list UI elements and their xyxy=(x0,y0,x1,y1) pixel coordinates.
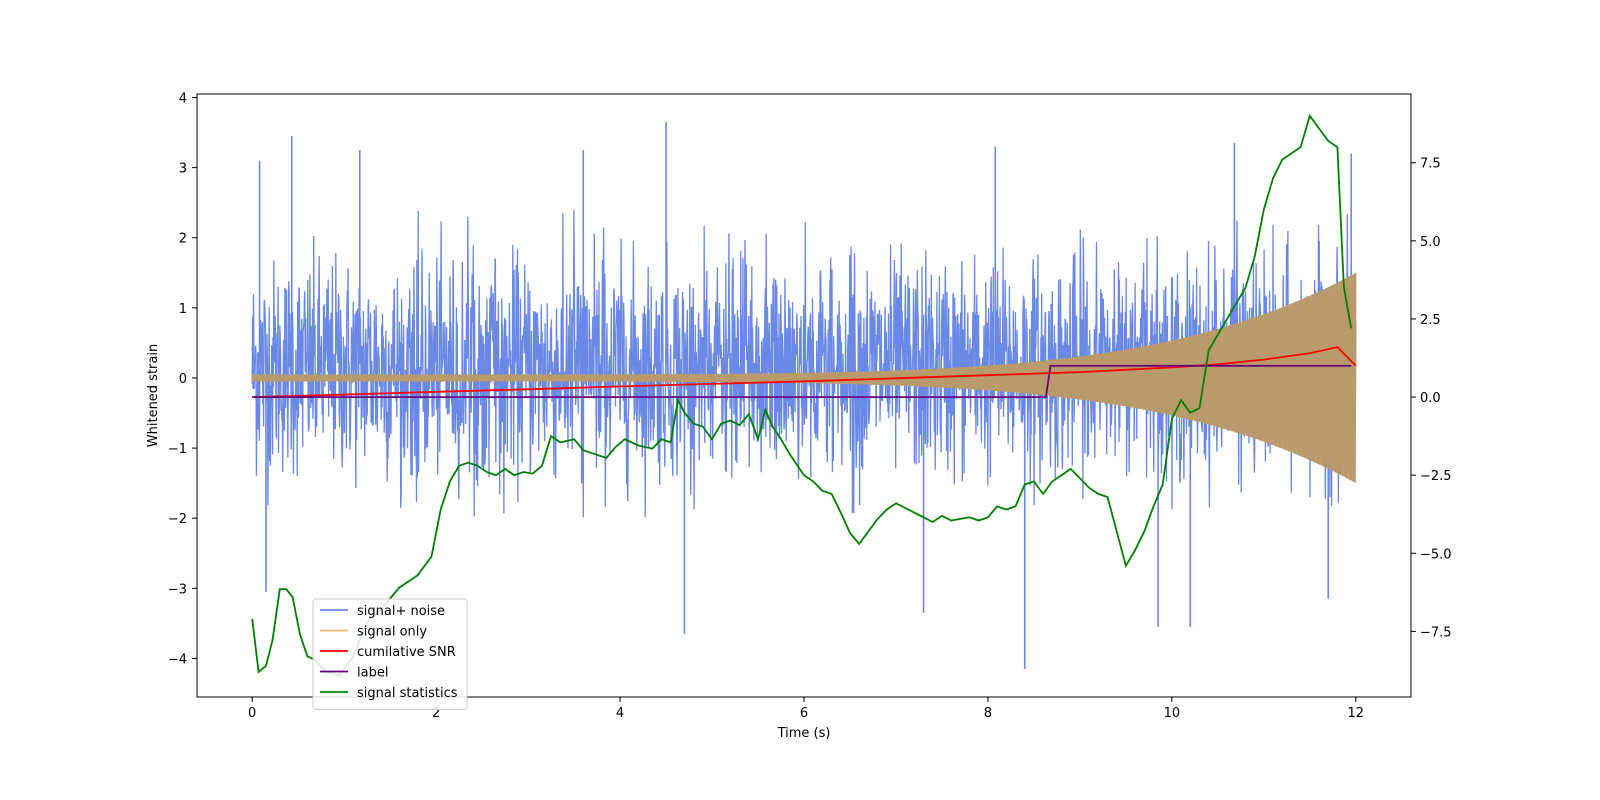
y2-tick-label: 7.5 xyxy=(1420,157,1441,172)
x-tick-label: 2 xyxy=(432,706,440,721)
x-axis-label: Time (s) xyxy=(777,726,831,741)
x-tick-label: 10 xyxy=(1164,706,1181,721)
y-axis-left: 4 3 2 1 0 −1 −2 −3 −4 xyxy=(168,92,197,667)
legend-label: signal only xyxy=(357,625,427,640)
series-line-signal-statistics xyxy=(251,113,1353,677)
legend-label: cumilative SNR xyxy=(357,645,456,660)
legend-box xyxy=(312,598,468,710)
y2-tick-label: −5.0 xyxy=(1420,547,1452,562)
series-line-label xyxy=(252,364,1352,398)
x-tick-label: 12 xyxy=(1348,706,1365,721)
plot-area xyxy=(251,113,1357,677)
x-tick-label: 4 xyxy=(616,706,624,721)
y2-tick-label: 0.0 xyxy=(1420,391,1441,406)
y-axis-right: 7.5 5.0 2.5 0.0 −2.5 −5.0 −7.5 xyxy=(1411,157,1452,640)
y-tick-label: −4 xyxy=(168,652,187,667)
y2-tick-label: 5.0 xyxy=(1420,235,1441,250)
y-tick-label: −3 xyxy=(168,582,187,597)
legend-label: label xyxy=(357,666,388,681)
x-tick-label: 8 xyxy=(984,706,992,721)
y-tick-label: −2 xyxy=(168,512,187,527)
y-axis-label: Whitened strain xyxy=(146,344,161,447)
y-tick-label: 4 xyxy=(179,92,187,107)
legend-label: signal+ noise xyxy=(357,604,445,619)
series-line-signal-only xyxy=(251,272,1357,483)
y-tick-label: 1 xyxy=(179,302,187,317)
y2-tick-label: 2.5 xyxy=(1420,313,1441,328)
y-tick-label: 0 xyxy=(179,372,187,387)
y2-tick-label: −7.5 xyxy=(1420,625,1452,640)
y-tick-label: 3 xyxy=(179,162,187,177)
legend: signal+ noise signal only cumilative SNR la… xyxy=(312,598,468,710)
x-tick-label: 6 xyxy=(800,706,808,721)
x-tick-label: 0 xyxy=(248,706,256,721)
series-line-cumilative-snr xyxy=(252,346,1357,398)
y-tick-label: −1 xyxy=(168,442,187,457)
legend-label: signal statistics xyxy=(357,686,458,701)
y2-tick-label: −2.5 xyxy=(1420,469,1452,484)
y-tick-label: 2 xyxy=(179,232,187,247)
